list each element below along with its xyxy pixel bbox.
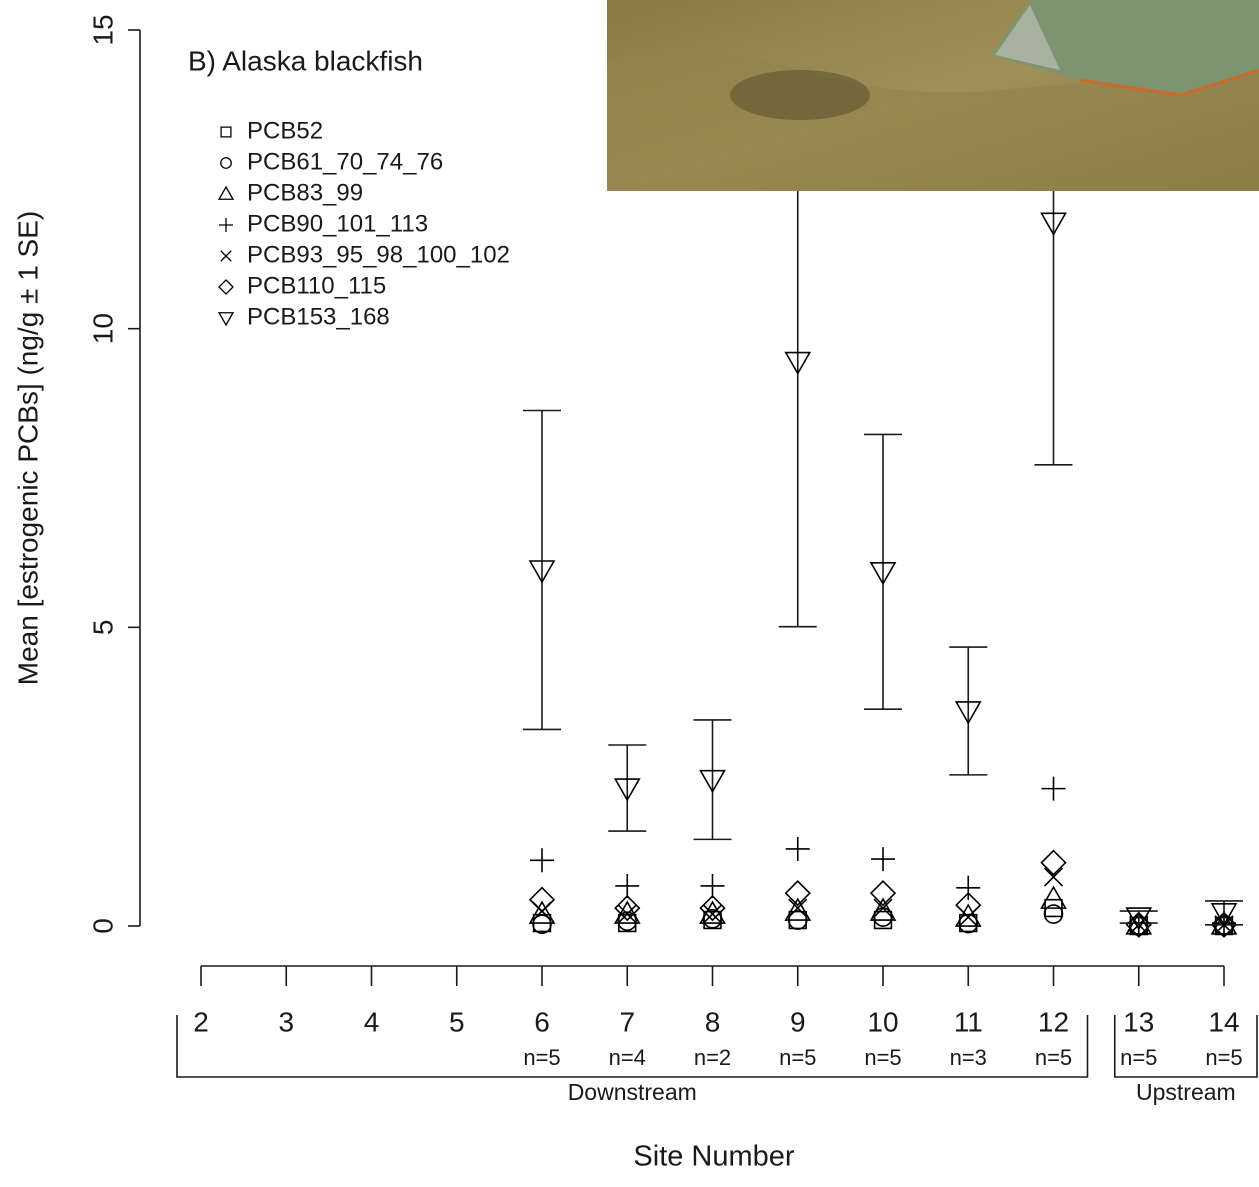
data-point (869, 897, 897, 921)
data-point (784, 351, 812, 376)
data-point (528, 900, 556, 924)
data-point (702, 904, 723, 924)
data-point (871, 847, 895, 872)
x-axis-label: Site Number (633, 1141, 795, 1173)
data-point (785, 836, 810, 861)
x-tick-label: 8 (705, 1006, 721, 1037)
data-point (1210, 911, 1238, 938)
y-axis-label: Mean [estrogenic PCBs] (ng/g ± 1 SE) (12, 211, 43, 685)
legend-label: PCB83_99 (247, 179, 363, 206)
data-point (1125, 911, 1152, 938)
x-tick-label: 11 (954, 1006, 983, 1037)
data-point (1041, 776, 1066, 801)
data-point (528, 886, 556, 913)
photo-overlay (607, 0, 1259, 191)
y-tick-label: 0 (87, 918, 118, 934)
data-point (617, 911, 638, 932)
n-label: n=2 (694, 1045, 731, 1070)
data-point (1043, 904, 1064, 924)
x-tick-label: 5 (449, 1006, 465, 1037)
legend-marker (220, 157, 232, 169)
x-tick-label: 12 (1038, 1006, 1069, 1037)
data-point (1210, 903, 1238, 927)
n-label: n=5 (523, 1045, 560, 1070)
n-label: n=5 (1205, 1045, 1242, 1070)
x-tick-label: 14 (1208, 1006, 1239, 1037)
y-tick-label: 15 (87, 14, 118, 45)
data-point (954, 701, 982, 725)
group-label: Upstream (1136, 1079, 1236, 1105)
n-label: n=3 (950, 1045, 987, 1070)
data-point (613, 778, 641, 802)
data-point (614, 894, 641, 922)
data-point (617, 904, 637, 924)
chart-title: B) Alaska blackfish (188, 45, 423, 76)
x-tick-label: 6 (534, 1006, 550, 1037)
group-label: Downstream (568, 1079, 697, 1105)
data-point (869, 880, 897, 907)
x-tick-label: 7 (619, 1006, 635, 1037)
legend-marker (217, 312, 235, 327)
data-point (700, 873, 725, 898)
legend-label: PCB93_95_98_100_102 (247, 241, 510, 268)
x-tick-label: 9 (790, 1006, 806, 1037)
x-tick-label: 3 (278, 1006, 294, 1037)
legend-marker (220, 126, 232, 138)
x-tick-label: 13 (1123, 1006, 1154, 1037)
data-point (873, 898, 893, 918)
data-point (613, 900, 641, 924)
data-point (1040, 849, 1067, 876)
data-point (784, 880, 811, 907)
data-point (784, 897, 812, 921)
data-point (958, 913, 979, 934)
legend-label: PCB61_70_74_76 (247, 148, 443, 175)
data-point (788, 898, 808, 918)
n-label: n=5 (864, 1045, 901, 1070)
x-tick-label: 2 (193, 1006, 209, 1037)
data-point (956, 875, 981, 900)
data-point (699, 900, 726, 924)
legend-marker (219, 218, 233, 232)
legend-marker (217, 185, 235, 200)
legend-label: PCB52 (247, 117, 323, 144)
y-tick-label: 10 (87, 313, 118, 344)
data-point (955, 891, 982, 919)
data-point (615, 873, 640, 898)
data-point (532, 914, 552, 935)
data-point (1043, 867, 1064, 887)
data-point (1125, 907, 1153, 931)
y-tick-label: 5 (87, 620, 118, 636)
legend-label: PCB110_115 (247, 272, 386, 299)
group-bracket (176, 1015, 1089, 1078)
data-point (699, 769, 726, 794)
legend-label: PCB153_168 (247, 303, 390, 330)
n-label: n=4 (609, 1045, 646, 1070)
data-point (1040, 885, 1067, 909)
data-point (1040, 212, 1067, 236)
x-tick-label: 10 (867, 1006, 898, 1037)
plot-area: 0 5 10 15 2 3 4 5 6 7 8 9 10 11 12 13 14 n=5 n=4 n=2 n=5 n=5 n… (87, 0, 1258, 1105)
legend-marker (220, 250, 232, 262)
data-point (869, 561, 897, 586)
data-point (530, 848, 554, 873)
data-point (699, 894, 726, 922)
data-point (954, 903, 982, 927)
data-point (528, 560, 556, 584)
group-bracket (1113, 1015, 1258, 1078)
n-label: n=5 (1035, 1045, 1072, 1070)
x-tick-label: 4 (364, 1006, 380, 1037)
n-label: n=5 (779, 1045, 816, 1070)
n-label: n=5 (1120, 1045, 1157, 1070)
legend-marker (218, 279, 234, 295)
legend-label: PCB90_101_113 (247, 210, 428, 237)
